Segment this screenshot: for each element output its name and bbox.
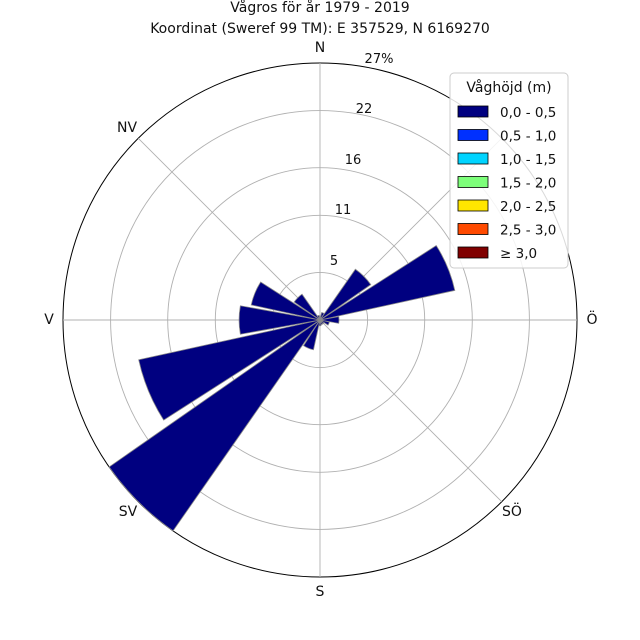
rose-bar — [319, 316, 340, 324]
legend-entry-label: 2,0 - 2,5 — [500, 199, 556, 215]
legend-swatch — [457, 223, 489, 235]
rose-bar — [316, 314, 321, 321]
legend-entry-label: 1,0 - 1,5 — [500, 152, 556, 168]
dir-label-o: Ö — [586, 310, 597, 328]
rose-bar — [238, 305, 321, 335]
dir-label-nv: NV — [117, 120, 137, 136]
chart-subtitle: Koordinat (Sweref 99 TM): E 357529, N 61… — [150, 21, 490, 37]
legend-entry-label: 2,5 - 3,0 — [500, 223, 556, 239]
rose-bar — [250, 281, 321, 321]
rose-bar — [108, 319, 321, 532]
grid-spoke — [137, 137, 321, 321]
radial-tick-5: 5 — [330, 254, 338, 269]
grid-spoke — [319, 319, 503, 503]
legend-entry-label: ≥ 3,0 — [500, 246, 537, 262]
rose-bar — [138, 319, 321, 421]
rose-bar — [293, 293, 321, 321]
rose-bar — [319, 268, 372, 321]
dir-label-n: N — [315, 40, 325, 56]
rose-bar — [319, 245, 456, 321]
legend-entry-label: 1,5 - 2,0 — [500, 176, 556, 192]
legend-swatch — [457, 246, 489, 259]
legend-swatch — [457, 152, 489, 165]
dir-label-v: V — [44, 312, 54, 328]
dir-label-so: SÖ — [502, 502, 522, 520]
radial-tick-22: 22 — [356, 102, 373, 117]
legend-swatch — [457, 199, 489, 212]
chart-title: Vågros för år 1979 - 2019 — [230, 0, 409, 16]
legend-swatch — [457, 129, 489, 141]
legend-entry-label: 0,0 - 0,5 — [500, 105, 556, 121]
legend-swatch — [457, 105, 489, 118]
rose-bars — [108, 245, 456, 532]
legend-entry-label: 0,5 - 1,0 — [500, 129, 556, 145]
legend-swatch — [457, 176, 489, 188]
rose-bar — [303, 319, 321, 351]
radial-tick-16: 16 — [345, 153, 362, 168]
dir-label-s: S — [316, 584, 325, 600]
dir-label-sv: SV — [119, 504, 138, 520]
legend-items: 0,0 - 0,5 0,5 - 1,0 1,0 - 1,5 1,5 - 2,0 2,0 … — [457, 105, 556, 262]
radial-tick-27: 27% — [365, 52, 394, 67]
legend-box — [449, 72, 569, 269]
legend: Våghöjd (m) 0,0 - 0,5 0,5 - 1,0 1,0 - 1,5 1… — [449, 72, 569, 269]
radial-tick-11: 11 — [335, 203, 352, 218]
legend-title: Våghöjd (m) — [466, 79, 551, 96]
